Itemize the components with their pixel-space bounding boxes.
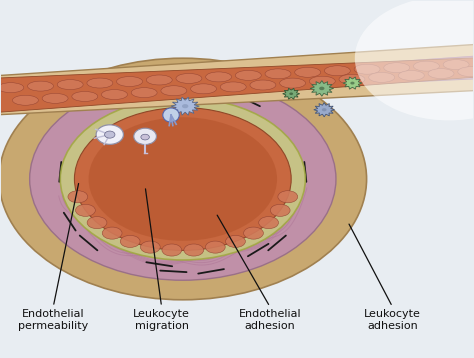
- Ellipse shape: [184, 244, 204, 256]
- Ellipse shape: [355, 0, 474, 120]
- Ellipse shape: [182, 104, 188, 108]
- Text: Endothelial
permeability: Endothelial permeability: [18, 309, 88, 331]
- Ellipse shape: [161, 86, 187, 96]
- Ellipse shape: [0, 58, 366, 300]
- Ellipse shape: [74, 108, 291, 250]
- Ellipse shape: [102, 227, 122, 239]
- Ellipse shape: [89, 117, 277, 241]
- Ellipse shape: [0, 83, 24, 93]
- Ellipse shape: [176, 73, 202, 83]
- Ellipse shape: [324, 66, 350, 76]
- Ellipse shape: [413, 61, 439, 71]
- Ellipse shape: [75, 204, 95, 216]
- Ellipse shape: [369, 72, 395, 82]
- Ellipse shape: [278, 191, 298, 203]
- Ellipse shape: [87, 217, 107, 229]
- Ellipse shape: [206, 72, 232, 82]
- Ellipse shape: [428, 69, 454, 78]
- Ellipse shape: [458, 67, 474, 77]
- Ellipse shape: [163, 108, 179, 122]
- Ellipse shape: [101, 90, 128, 100]
- Polygon shape: [0, 65, 474, 105]
- Ellipse shape: [134, 128, 156, 145]
- Ellipse shape: [265, 69, 291, 79]
- Ellipse shape: [319, 87, 325, 90]
- Ellipse shape: [131, 88, 157, 98]
- Text: Leukocyte
adhesion: Leukocyte adhesion: [364, 309, 421, 331]
- Ellipse shape: [42, 93, 68, 103]
- Text: Endothelial
adhesion: Endothelial adhesion: [239, 309, 301, 331]
- Ellipse shape: [60, 98, 305, 260]
- Ellipse shape: [322, 108, 327, 111]
- Ellipse shape: [236, 71, 261, 80]
- Ellipse shape: [191, 84, 217, 94]
- Ellipse shape: [205, 241, 225, 253]
- Ellipse shape: [68, 191, 88, 203]
- Polygon shape: [343, 77, 362, 89]
- Ellipse shape: [350, 82, 355, 84]
- Ellipse shape: [162, 244, 182, 256]
- Ellipse shape: [244, 227, 264, 239]
- Ellipse shape: [220, 82, 246, 92]
- Ellipse shape: [289, 92, 293, 95]
- Ellipse shape: [117, 77, 143, 87]
- Ellipse shape: [87, 78, 113, 88]
- Ellipse shape: [226, 235, 246, 247]
- Ellipse shape: [57, 79, 83, 90]
- Polygon shape: [0, 56, 474, 101]
- Ellipse shape: [384, 63, 410, 73]
- Polygon shape: [0, 44, 474, 115]
- Ellipse shape: [27, 81, 54, 91]
- Ellipse shape: [250, 80, 276, 90]
- Ellipse shape: [72, 92, 98, 101]
- Text: Leukocyte
migration: Leukocyte migration: [133, 309, 190, 331]
- Ellipse shape: [280, 78, 306, 88]
- Ellipse shape: [96, 125, 123, 144]
- Ellipse shape: [295, 67, 320, 77]
- Polygon shape: [314, 103, 335, 117]
- Polygon shape: [171, 97, 199, 115]
- Ellipse shape: [270, 204, 290, 216]
- Ellipse shape: [12, 95, 38, 105]
- Ellipse shape: [339, 74, 365, 84]
- Polygon shape: [310, 81, 334, 96]
- Ellipse shape: [140, 241, 160, 253]
- Ellipse shape: [105, 131, 115, 138]
- Polygon shape: [283, 88, 300, 99]
- Ellipse shape: [30, 78, 336, 280]
- Ellipse shape: [354, 64, 380, 74]
- Ellipse shape: [146, 75, 172, 85]
- Polygon shape: [0, 58, 474, 113]
- Ellipse shape: [398, 71, 424, 81]
- Ellipse shape: [310, 76, 335, 86]
- Ellipse shape: [141, 134, 149, 140]
- Ellipse shape: [259, 217, 279, 229]
- Ellipse shape: [443, 60, 469, 69]
- Ellipse shape: [120, 235, 140, 247]
